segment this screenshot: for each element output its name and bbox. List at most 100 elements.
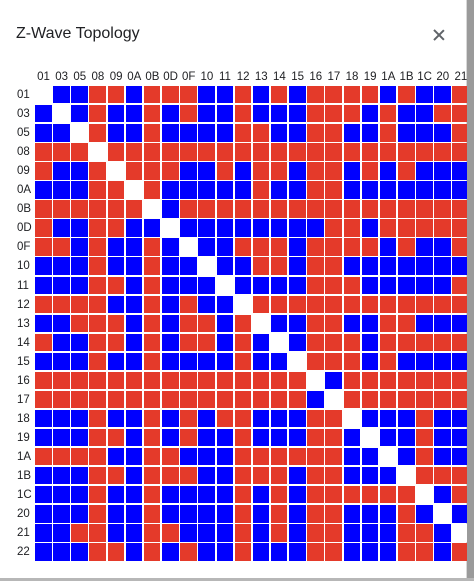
- matrix-cell-connected[interactable]: [452, 447, 469, 466]
- matrix-cell-not-connected[interactable]: [361, 200, 379, 218]
- matrix-cell-not-connected[interactable]: [143, 524, 161, 542]
- matrix-cell-connected[interactable]: [162, 543, 179, 561]
- matrix-cell-connected[interactable]: [434, 314, 451, 333]
- matrix-cell-not-connected[interactable]: [125, 371, 143, 390]
- matrix-cell-not-connected[interactable]: [143, 295, 161, 313]
- matrix-cell-connected[interactable]: [252, 524, 270, 542]
- matrix-cell-connected[interactable]: [434, 257, 451, 275]
- matrix-cell-not-connected[interactable]: [307, 105, 324, 123]
- matrix-cell-connected[interactable]: [434, 352, 451, 371]
- matrix-cell-connected[interactable]: [35, 505, 52, 523]
- matrix-cell-connected[interactable]: [125, 219, 143, 237]
- matrix-cell-connected[interactable]: [361, 257, 379, 275]
- matrix-cell-self[interactable]: [416, 486, 433, 504]
- matrix-cell-connected[interactable]: [343, 467, 361, 485]
- matrix-cell-connected[interactable]: [361, 124, 379, 142]
- matrix-cell-connected[interactable]: [71, 467, 88, 485]
- matrix-cell-not-connected[interactable]: [107, 219, 125, 237]
- matrix-cell-connected[interactable]: [180, 257, 197, 275]
- matrix-cell-connected[interactable]: [198, 276, 215, 294]
- matrix-cell-connected[interactable]: [452, 257, 469, 275]
- matrix-cell-connected[interactable]: [180, 181, 197, 199]
- matrix-cell-not-connected[interactable]: [343, 200, 361, 218]
- matrix-cell-not-connected[interactable]: [180, 371, 197, 390]
- matrix-cell-connected[interactable]: [216, 333, 234, 352]
- matrix-cell-connected[interactable]: [216, 505, 234, 523]
- matrix-cell-connected[interactable]: [125, 276, 143, 294]
- matrix-cell-not-connected[interactable]: [307, 428, 324, 447]
- matrix-cell-connected[interactable]: [198, 409, 215, 428]
- matrix-cell-not-connected[interactable]: [452, 543, 469, 561]
- matrix-cell-not-connected[interactable]: [180, 543, 197, 561]
- matrix-cell-connected[interactable]: [252, 505, 270, 523]
- matrix-cell-not-connected[interactable]: [89, 219, 106, 237]
- matrix-cell-not-connected[interactable]: [180, 333, 197, 352]
- matrix-cell-not-connected[interactable]: [270, 162, 288, 180]
- matrix-cell-not-connected[interactable]: [398, 524, 415, 542]
- matrix-cell-not-connected[interactable]: [416, 428, 433, 447]
- matrix-cell-not-connected[interactable]: [270, 447, 288, 466]
- matrix-cell-connected[interactable]: [162, 352, 179, 371]
- matrix-cell-not-connected[interactable]: [125, 143, 143, 161]
- matrix-cell-connected[interactable]: [416, 181, 433, 199]
- matrix-cell-not-connected[interactable]: [307, 333, 324, 352]
- matrix-cell-connected[interactable]: [53, 276, 70, 294]
- matrix-cell-not-connected[interactable]: [234, 390, 252, 409]
- matrix-cell-connected[interactable]: [198, 505, 215, 523]
- matrix-cell-not-connected[interactable]: [416, 143, 433, 161]
- matrix-cell-not-connected[interactable]: [307, 276, 324, 294]
- matrix-cell-connected[interactable]: [289, 105, 306, 123]
- matrix-cell-not-connected[interactable]: [53, 295, 70, 313]
- matrix-cell-not-connected[interactable]: [416, 200, 433, 218]
- matrix-cell-connected[interactable]: [252, 86, 270, 104]
- matrix-cell-connected[interactable]: [53, 333, 70, 352]
- matrix-cell-not-connected[interactable]: [53, 447, 70, 466]
- matrix-cell-not-connected[interactable]: [143, 352, 161, 371]
- matrix-cell-connected[interactable]: [125, 524, 143, 542]
- matrix-cell-not-connected[interactable]: [162, 524, 179, 542]
- matrix-cell-connected[interactable]: [35, 352, 52, 371]
- matrix-cell-not-connected[interactable]: [107, 428, 125, 447]
- matrix-cell-self[interactable]: [35, 86, 52, 104]
- matrix-cell-not-connected[interactable]: [325, 447, 342, 466]
- matrix-cell-not-connected[interactable]: [107, 543, 125, 561]
- matrix-cell-connected[interactable]: [379, 276, 397, 294]
- matrix-cell-connected[interactable]: [252, 352, 270, 371]
- matrix-cell-not-connected[interactable]: [143, 124, 161, 142]
- matrix-cell-not-connected[interactable]: [35, 447, 52, 466]
- matrix-cell-not-connected[interactable]: [379, 352, 397, 371]
- matrix-cell-connected[interactable]: [53, 524, 70, 542]
- matrix-cell-not-connected[interactable]: [307, 314, 324, 333]
- matrix-cell-connected[interactable]: [162, 105, 179, 123]
- matrix-cell-connected[interactable]: [252, 105, 270, 123]
- matrix-cell-connected[interactable]: [361, 314, 379, 333]
- matrix-cell-connected[interactable]: [289, 505, 306, 523]
- matrix-cell-connected[interactable]: [198, 543, 215, 561]
- matrix-cell-not-connected[interactable]: [180, 390, 197, 409]
- matrix-cell-not-connected[interactable]: [162, 447, 179, 466]
- matrix-cell-connected[interactable]: [234, 257, 252, 275]
- matrix-cell-connected[interactable]: [71, 543, 88, 561]
- matrix-cell-connected[interactable]: [53, 352, 70, 371]
- matrix-cell-connected[interactable]: [289, 333, 306, 352]
- matrix-cell-connected[interactable]: [379, 467, 397, 485]
- matrix-cell-not-connected[interactable]: [89, 371, 106, 390]
- matrix-cell-connected[interactable]: [198, 86, 215, 104]
- matrix-cell-connected[interactable]: [234, 276, 252, 294]
- matrix-cell-connected[interactable]: [198, 162, 215, 180]
- matrix-cell-connected[interactable]: [53, 86, 70, 104]
- matrix-cell-not-connected[interactable]: [71, 447, 88, 466]
- matrix-cell-not-connected[interactable]: [89, 390, 106, 409]
- matrix-cell-connected[interactable]: [35, 486, 52, 504]
- matrix-cell-connected[interactable]: [125, 505, 143, 523]
- matrix-cell-connected[interactable]: [270, 352, 288, 371]
- matrix-cell-not-connected[interactable]: [325, 505, 342, 523]
- matrix-cell-not-connected[interactable]: [252, 371, 270, 390]
- matrix-cell-connected[interactable]: [416, 162, 433, 180]
- matrix-cell-connected[interactable]: [289, 543, 306, 561]
- matrix-cell-not-connected[interactable]: [452, 238, 469, 256]
- matrix-cell-connected[interactable]: [162, 409, 179, 428]
- matrix-cell-not-connected[interactable]: [343, 371, 361, 390]
- matrix-cell-self[interactable]: [289, 352, 306, 371]
- matrix-cell-connected[interactable]: [216, 105, 234, 123]
